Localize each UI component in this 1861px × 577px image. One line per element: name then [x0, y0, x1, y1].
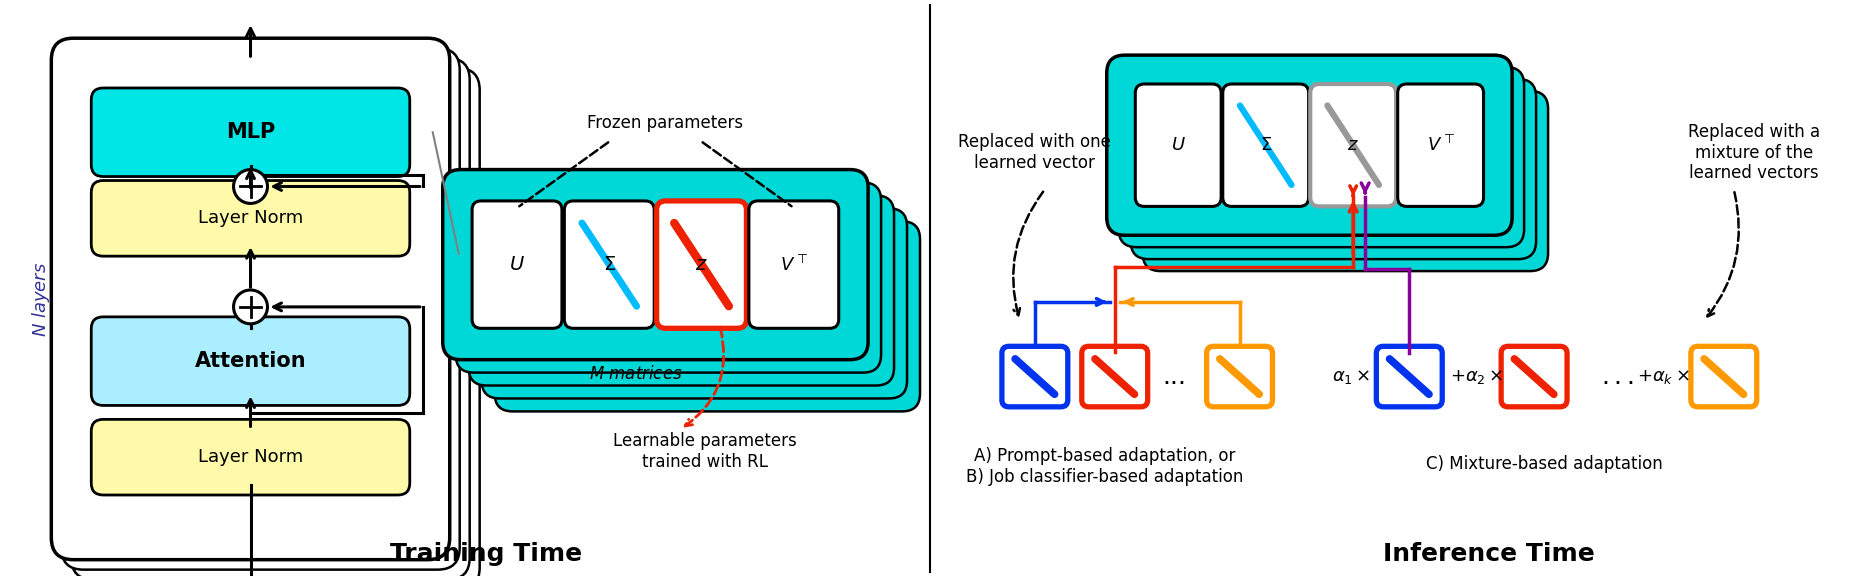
Text: $+\alpha_2\times$: $+\alpha_2\times$: [1450, 368, 1504, 385]
Text: Replaced with one
learned vector: Replaced with one learned vector: [958, 133, 1111, 172]
FancyBboxPatch shape: [1143, 91, 1548, 271]
Text: $\mathit{N}$ layers: $\mathit{N}$ layers: [30, 261, 52, 336]
Text: $V^{\top}$: $V^{\top}$: [780, 254, 808, 275]
Text: $\Sigma$: $\Sigma$: [603, 255, 616, 274]
FancyBboxPatch shape: [564, 201, 655, 328]
FancyBboxPatch shape: [1692, 346, 1757, 407]
FancyBboxPatch shape: [748, 201, 839, 328]
Text: $\alpha_1\times$: $\alpha_1\times$: [1332, 368, 1372, 385]
FancyBboxPatch shape: [52, 38, 450, 560]
Text: ...: ...: [1163, 365, 1187, 388]
FancyBboxPatch shape: [1377, 346, 1442, 407]
Text: $z$: $z$: [1347, 136, 1359, 154]
FancyBboxPatch shape: [61, 48, 460, 569]
Circle shape: [233, 290, 268, 324]
Text: Frozen parameters: Frozen parameters: [588, 114, 743, 132]
FancyBboxPatch shape: [1223, 84, 1308, 207]
FancyBboxPatch shape: [1107, 55, 1513, 235]
FancyBboxPatch shape: [91, 317, 409, 406]
FancyBboxPatch shape: [91, 181, 409, 256]
FancyBboxPatch shape: [82, 68, 480, 577]
FancyBboxPatch shape: [482, 208, 906, 399]
Text: Replaced with a
mixture of the
learned vectors: Replaced with a mixture of the learned v…: [1688, 123, 1820, 182]
FancyBboxPatch shape: [495, 222, 919, 411]
Text: $U$: $U$: [1171, 136, 1185, 154]
FancyBboxPatch shape: [91, 88, 409, 177]
FancyBboxPatch shape: [1135, 84, 1221, 207]
FancyBboxPatch shape: [443, 170, 867, 359]
Text: $\Sigma$: $\Sigma$: [1260, 136, 1271, 154]
Text: A) Prompt-based adaptation, or
B) Job classifier-based adaptation: A) Prompt-based adaptation, or B) Job cl…: [966, 447, 1243, 485]
Text: Training Time: Training Time: [389, 542, 582, 565]
Text: $\mathit{M}$ matrices: $\mathit{M}$ matrices: [588, 365, 683, 383]
Text: Layer Norm: Layer Norm: [197, 448, 303, 466]
Text: Inference Time: Inference Time: [1383, 542, 1595, 565]
Text: $...$: $...$: [1600, 365, 1634, 388]
FancyBboxPatch shape: [1398, 84, 1483, 207]
FancyBboxPatch shape: [456, 182, 880, 373]
FancyBboxPatch shape: [71, 58, 469, 577]
FancyBboxPatch shape: [1502, 346, 1567, 407]
FancyBboxPatch shape: [1206, 346, 1273, 407]
Text: $V^{\top}$: $V^{\top}$: [1427, 135, 1455, 155]
FancyBboxPatch shape: [1131, 79, 1535, 259]
Text: Layer Norm: Layer Norm: [197, 209, 303, 227]
Text: Attention: Attention: [195, 351, 307, 371]
Text: Learnable parameters
trained with RL: Learnable parameters trained with RL: [614, 432, 797, 471]
Text: MLP: MLP: [225, 122, 275, 143]
FancyBboxPatch shape: [473, 201, 562, 328]
FancyBboxPatch shape: [91, 419, 409, 495]
Text: $z$: $z$: [696, 255, 707, 274]
FancyBboxPatch shape: [469, 196, 893, 385]
Text: $+\alpha_k\times$: $+\alpha_k\times$: [1638, 368, 1690, 385]
Text: C) Mixture-based adaptation: C) Mixture-based adaptation: [1426, 455, 1662, 473]
FancyBboxPatch shape: [1310, 84, 1396, 207]
FancyBboxPatch shape: [1118, 67, 1524, 247]
Text: $U$: $U$: [510, 255, 525, 274]
FancyBboxPatch shape: [657, 201, 746, 328]
FancyBboxPatch shape: [1081, 346, 1148, 407]
Circle shape: [233, 170, 268, 204]
FancyBboxPatch shape: [1001, 346, 1068, 407]
